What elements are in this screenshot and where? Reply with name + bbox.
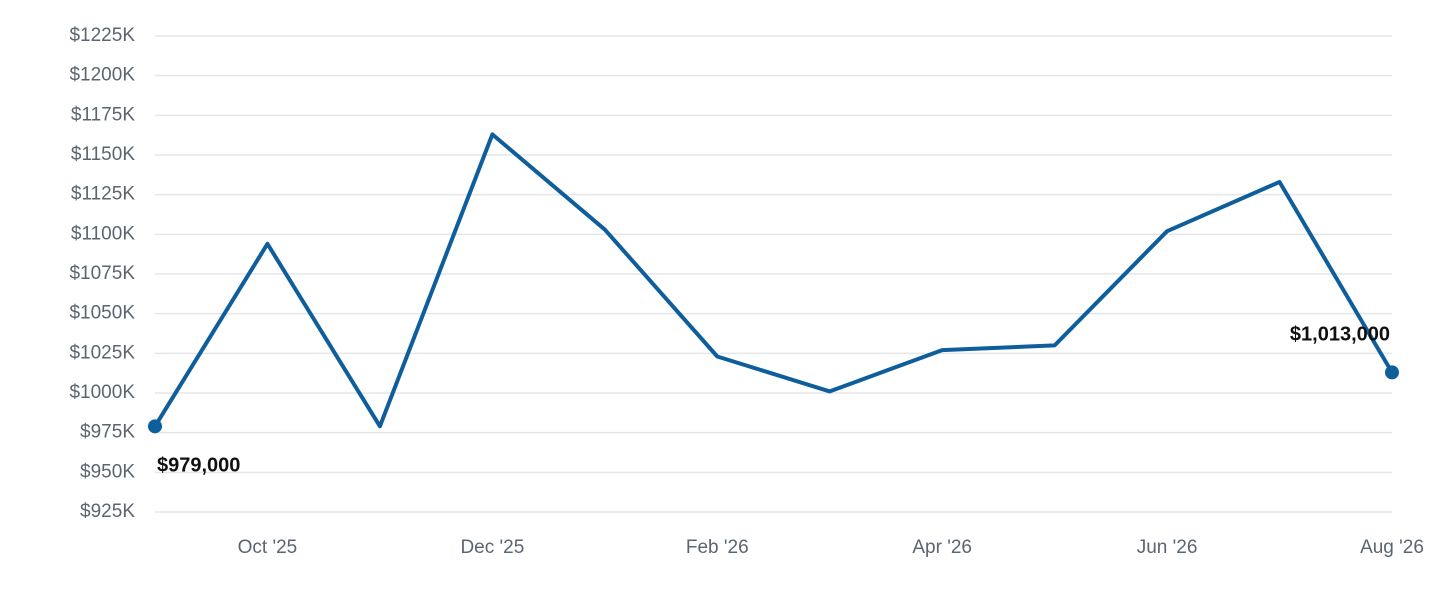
y-tick-label: $1025K	[69, 342, 135, 363]
y-tick-label: $975K	[80, 422, 135, 443]
y-tick-label: $1175K	[71, 104, 135, 125]
x-tick-label: Feb '26	[686, 537, 749, 558]
y-tick-label: $1225K	[69, 25, 135, 46]
y-tick-label: $1150K	[71, 144, 135, 165]
y-tick-label: $1050K	[69, 303, 135, 324]
y-tick-label: $1075K	[69, 263, 135, 284]
y-tick-label: $1100K	[71, 223, 135, 244]
x-tick-label: Jun '26	[1137, 537, 1198, 558]
y-tick-label: $925K	[80, 501, 135, 522]
x-tick-label: Aug '26	[1360, 537, 1424, 558]
x-tick-label: Apr '26	[912, 537, 972, 558]
line	[153, 132, 1394, 429]
x-tick-label: Dec '25	[460, 537, 524, 558]
data-label: $979,000	[157, 455, 240, 477]
point-marker	[1385, 365, 1399, 380]
data-label: $1,013,000	[1290, 324, 1390, 346]
y-tick-label: $1200K	[69, 65, 135, 86]
point-marker	[148, 419, 162, 434]
y-tick-label: $1000K	[69, 382, 135, 403]
y-tick-label: $1125K	[71, 184, 135, 205]
y-tick-label: $950K	[80, 461, 135, 482]
x-tick-label: Oct '25	[238, 537, 298, 558]
